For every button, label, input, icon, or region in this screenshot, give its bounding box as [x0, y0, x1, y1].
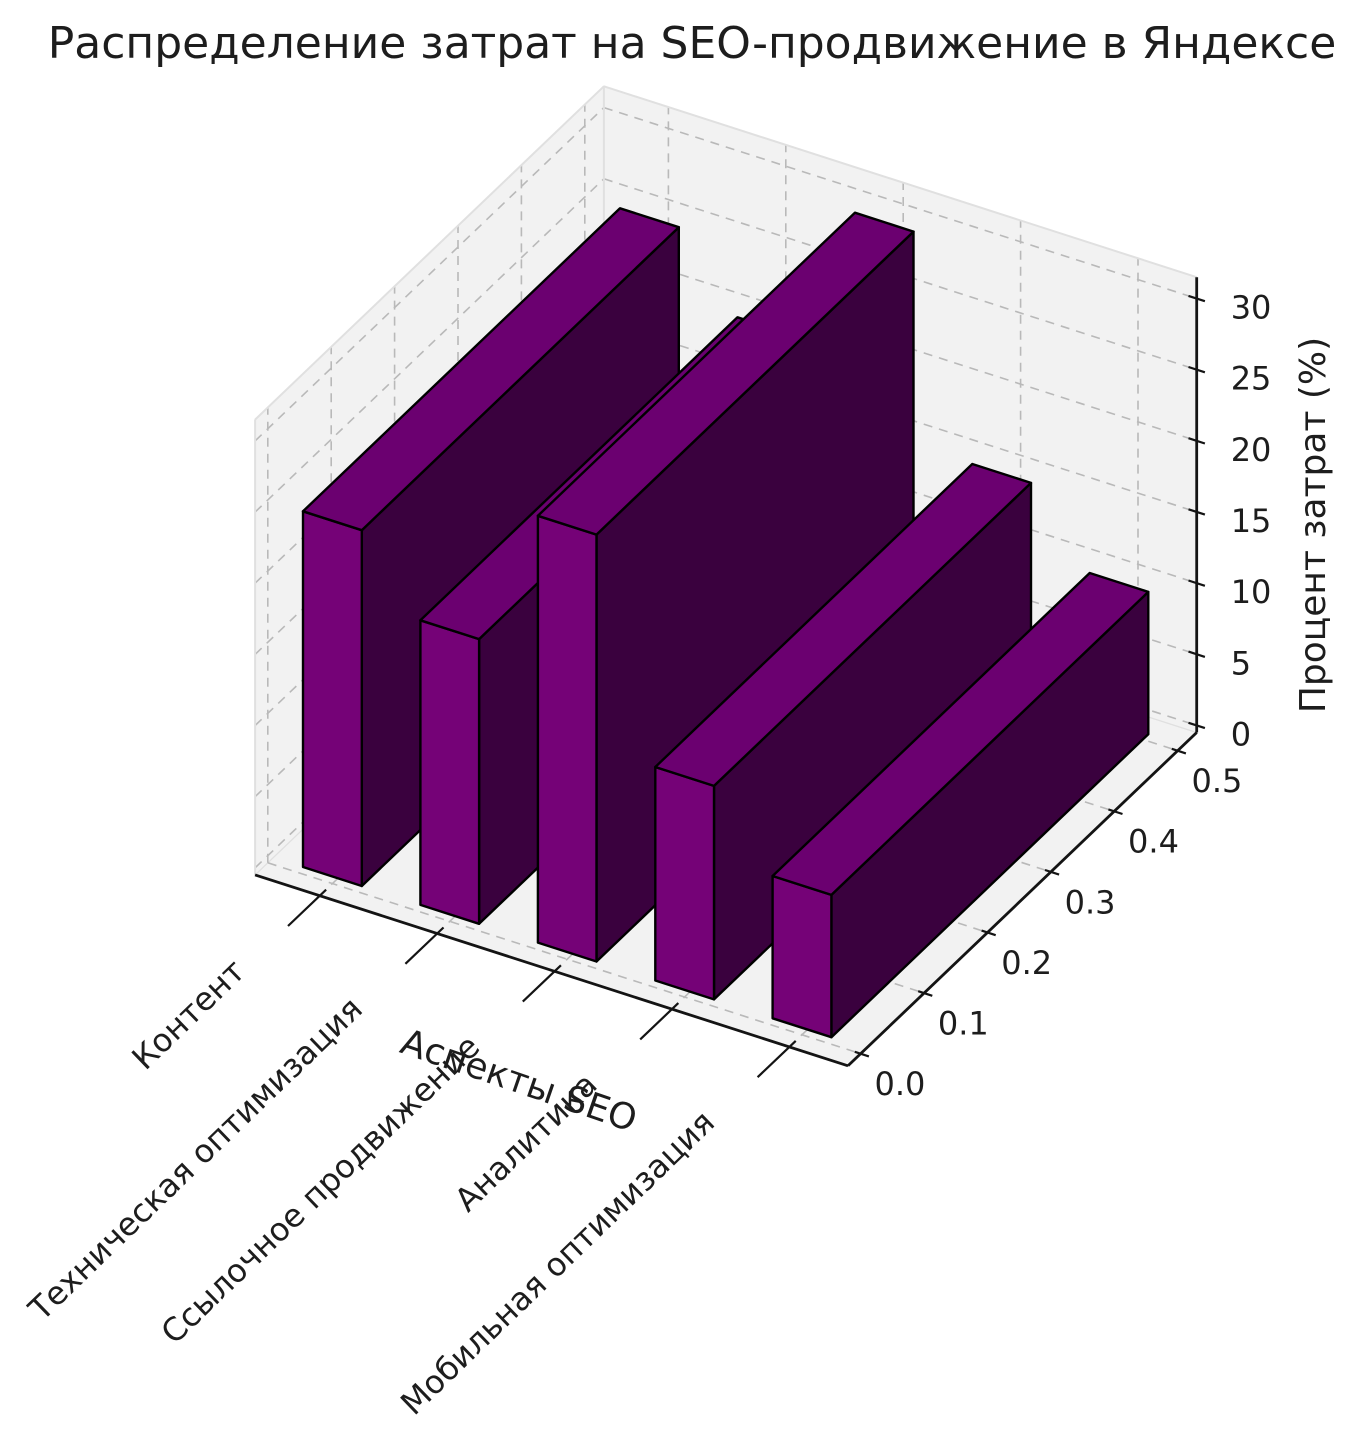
y-tick-label-3: 0.3 [1065, 883, 1116, 921]
x-tick-label-0: Контент [124, 952, 252, 1077]
z-tick-label-6: 30 [1231, 289, 1272, 327]
bar-3-top [654, 462, 1033, 788]
y-tick-mark [1108, 808, 1123, 816]
z-tick-mark [1188, 650, 1206, 658]
z-tick-mark [1188, 721, 1206, 730]
x-axis-spine [254, 873, 849, 1068]
y-tick-label-4: 0.4 [1128, 823, 1179, 861]
x-tick-mark [404, 926, 445, 965]
bar-4-top [771, 571, 1150, 897]
bar-1-front [419, 619, 481, 925]
bar-2-front [536, 514, 598, 963]
y-tick-mark [1044, 868, 1060, 876]
y-tick-label-2: 0.2 [1001, 944, 1052, 982]
pane-edge [254, 85, 605, 421]
z-tick-label-1: 5 [1231, 644, 1251, 682]
z-tick-label-5: 25 [1231, 360, 1272, 398]
x-tick-label-4: Мобильная оптимизация [393, 1103, 722, 1422]
y-tick-mark [917, 990, 933, 997]
chart-title: Распределение затрат на SEO-продвижение … [48, 18, 1337, 69]
z-tick-mark [1188, 579, 1206, 587]
grid-line [603, 106, 1197, 300]
bar-0-top [301, 207, 680, 532]
z-tick-mark [1188, 508, 1206, 516]
y-tick-mark [854, 1050, 870, 1058]
z-tick-label-2: 10 [1231, 573, 1272, 611]
grid-line [254, 178, 605, 513]
z-tick-label-0: 0 [1231, 715, 1251, 753]
x-tick-mark [756, 1040, 797, 1078]
z-tick-mark [1188, 365, 1206, 374]
y-axis-spine [847, 731, 1198, 1067]
z-axis-label: Процент затрат (%) [1293, 337, 1334, 713]
z-tick-mark [1188, 294, 1206, 303]
z-tick-mark [1188, 437, 1206, 445]
grid-line [254, 107, 605, 442]
y-tick-mark [981, 929, 997, 937]
y-tick-label-0: 0.0 [874, 1065, 925, 1103]
bar-3-front [654, 765, 716, 1001]
grid-line [267, 862, 861, 1055]
y-tick-label-1: 0.1 [938, 1005, 989, 1043]
x-tick-mark [287, 888, 327, 927]
y-tick-mark [1171, 747, 1187, 755]
y-tick-label-5: 0.5 [1191, 762, 1242, 800]
x-tick-label-1: Техническая оптимизация [21, 990, 370, 1329]
bar-4-front [771, 874, 833, 1039]
z-tick-label-4: 20 [1231, 431, 1272, 469]
x-tick-label-2: Ссылочное продвижение [154, 1027, 488, 1351]
pane-edge [603, 85, 1198, 279]
x-tick-mark [522, 964, 562, 1003]
bar-2-top [536, 211, 915, 536]
x-tick-mark [639, 1002, 680, 1041]
z-tick-label-3: 15 [1231, 502, 1272, 540]
bar-0-front [301, 510, 363, 888]
